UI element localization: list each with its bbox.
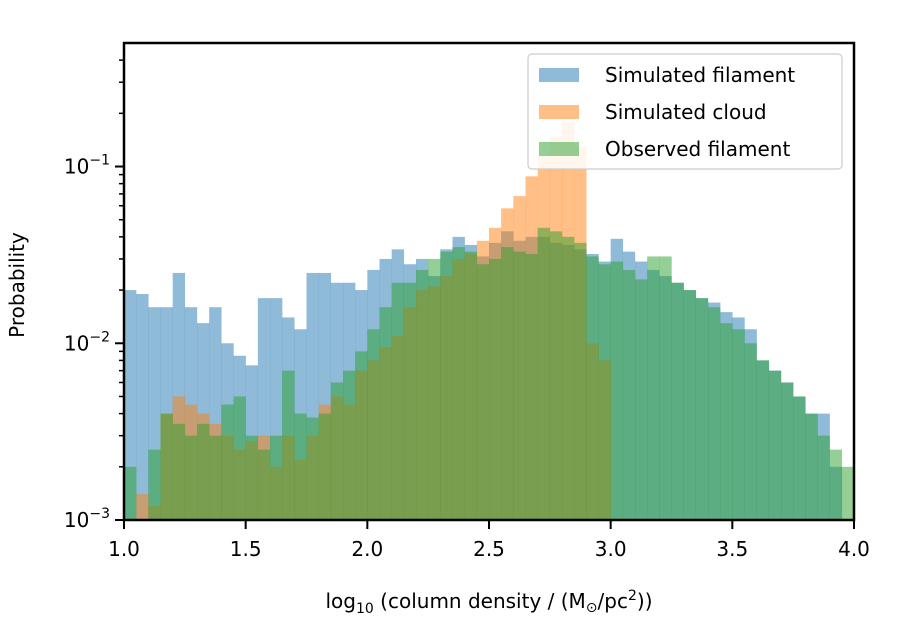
x-tick-label: 4.0	[838, 537, 870, 561]
histogram-bar	[440, 251, 453, 520]
y-axis-title: Probability	[5, 232, 29, 338]
x-tick-label: 1.5	[230, 537, 262, 561]
histogram-bar	[197, 423, 210, 520]
histogram-bar	[270, 435, 283, 520]
histogram-bar	[841, 466, 855, 520]
histogram-bar	[647, 256, 660, 520]
x-axis-title: log10 (column density / (M⊙/pc2))	[325, 588, 652, 617]
histogram-bar	[245, 435, 259, 520]
y-tick-label: 10−1	[64, 153, 110, 179]
legend-label: Simulated cloud	[605, 100, 767, 124]
histogram-bar	[501, 247, 514, 521]
x-tick-label: 2.5	[473, 537, 505, 561]
y-tick-label: 10−3	[64, 506, 110, 532]
histogram-bar	[562, 236, 575, 521]
histogram-bar	[598, 264, 611, 520]
histogram-bar	[476, 264, 490, 520]
legend-swatch	[539, 68, 579, 82]
histogram-bar	[367, 329, 380, 520]
histogram-bar	[318, 413, 332, 520]
histogram-bar	[452, 247, 465, 521]
histogram-bar	[781, 382, 794, 520]
histogram-bar	[610, 261, 624, 520]
y-tick-label: 10−2	[64, 329, 110, 355]
histogram-bar	[160, 413, 173, 520]
histogram-bar	[720, 323, 733, 520]
series-3	[124, 227, 855, 521]
histogram-bar	[683, 290, 697, 520]
ticks-layer: 1.0 1.5 2.0 2.5 3.0 3.5 4.0 10−3 10−2 10−1	[64, 59, 870, 561]
histogram-bar	[136, 294, 149, 520]
histogram-bar	[416, 269, 429, 520]
histogram-bar	[306, 417, 319, 520]
histogram-bar	[756, 360, 770, 520]
histogram-bar	[136, 494, 149, 520]
legend-label: Simulated filament	[605, 63, 795, 87]
histogram-bar	[513, 251, 526, 520]
histogram-bar	[586, 256, 599, 520]
histogram-bar	[549, 231, 563, 520]
histogram-bar	[428, 258, 441, 520]
histogram-bar	[489, 258, 502, 520]
histogram-bar	[793, 396, 806, 520]
histogram-bar	[209, 435, 222, 520]
histogram-bar	[464, 251, 478, 520]
legend-swatch	[539, 105, 579, 119]
histogram-bar	[708, 307, 721, 520]
histogram-bar	[391, 282, 405, 520]
histogram-bar	[221, 404, 234, 520]
legend-label: Observed filament	[605, 137, 790, 161]
histogram-bar	[172, 423, 186, 520]
histogram-bar	[233, 396, 246, 520]
histogram-bar	[124, 290, 137, 520]
histogram-bar	[574, 242, 587, 520]
histogram-bar	[257, 449, 271, 520]
histogram-bar	[768, 370, 782, 520]
histogram-bar	[330, 382, 344, 520]
histogram-bar	[659, 256, 672, 520]
histogram-bar	[403, 282, 417, 520]
x-tick-label: 2.0	[351, 537, 383, 561]
histogram-bar	[695, 298, 709, 520]
histogram-bar	[671, 282, 684, 520]
histogram-bar	[817, 435, 830, 520]
legend-swatch	[539, 142, 579, 156]
histogram-bar	[732, 329, 745, 520]
histogram-bar	[124, 466, 137, 520]
bars-layer	[124, 121, 855, 521]
histogram-bar	[355, 351, 368, 520]
histogram-bar	[379, 307, 392, 520]
histogram-bar	[184, 435, 198, 520]
histogram-bar	[148, 449, 161, 520]
x-tick-label: 3.0	[595, 537, 627, 561]
histogram-bar	[343, 370, 356, 520]
histogram-bar	[635, 279, 648, 520]
histogram-bar	[294, 413, 307, 520]
histogram-bar	[537, 227, 551, 520]
legend: Simulated filament Simulated cloud Observe…	[527, 53, 843, 170]
histogram-bar	[622, 269, 636, 520]
histogram-bar	[829, 449, 843, 520]
histogram-bar	[805, 413, 818, 520]
x-tick-label: 1.0	[108, 537, 140, 561]
histogram-bar	[282, 370, 295, 520]
histogram-bar	[525, 253, 538, 521]
histogram-bar	[744, 343, 757, 520]
x-tick-label: 3.5	[716, 537, 748, 561]
legend-frame	[527, 53, 843, 170]
